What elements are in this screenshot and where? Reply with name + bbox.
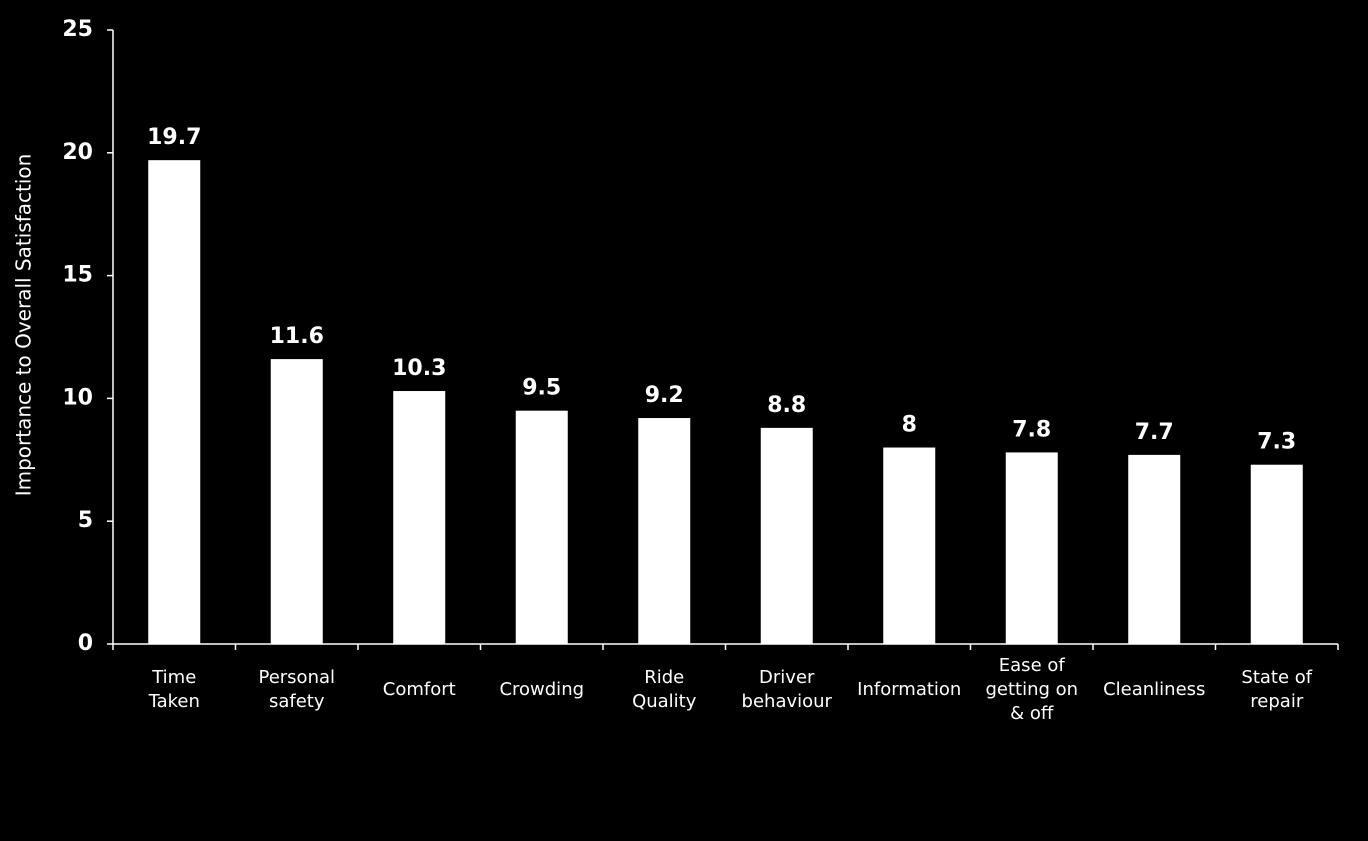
- x-tick-label: State of repair: [1241, 667, 1312, 712]
- x-tick-label: Information: [857, 679, 961, 700]
- bar: [883, 447, 936, 644]
- value-label: 11.6: [270, 324, 324, 349]
- value-label: 8.8: [767, 393, 806, 418]
- y-tick-label: 15: [62, 263, 93, 288]
- value-label: 9.5: [522, 376, 561, 401]
- bar: [393, 391, 446, 644]
- y-tick-label: 10: [62, 385, 93, 410]
- bar: [148, 160, 201, 644]
- value-label: 7.8: [1012, 417, 1051, 442]
- x-tick-label: Ease of getting on & off: [985, 655, 1078, 724]
- value-label: 8: [902, 413, 917, 438]
- x-tick-label: Personal safety: [258, 667, 335, 712]
- bar: [638, 418, 691, 644]
- y-tick-label: 5: [78, 508, 93, 533]
- bar: [1005, 452, 1058, 644]
- bar: [1250, 464, 1303, 644]
- bar: [270, 359, 323, 644]
- x-tick-label: Driver behaviour: [742, 667, 833, 712]
- bar: [1128, 454, 1181, 644]
- x-tick-label: Time Taken: [148, 667, 200, 712]
- y-tick-label: 20: [62, 140, 93, 165]
- value-label: 10.3: [392, 356, 446, 381]
- x-tick-label: Cleanliness: [1103, 679, 1205, 700]
- x-tick-label: Comfort: [383, 679, 456, 700]
- value-label: 7.3: [1257, 430, 1296, 455]
- y-tick-label: 25: [62, 17, 93, 42]
- bar: [760, 427, 813, 644]
- y-axis-title: Importance to Overall Satisfaction: [12, 154, 36, 497]
- x-tick-label: Ride Quality: [632, 667, 697, 712]
- x-tick-label: Crowding: [499, 679, 584, 700]
- bar: [515, 410, 568, 644]
- value-label: 9.2: [645, 383, 684, 408]
- value-label: 7.7: [1135, 420, 1174, 445]
- value-label: 19.7: [147, 125, 201, 150]
- y-tick-label: 0: [78, 631, 93, 656]
